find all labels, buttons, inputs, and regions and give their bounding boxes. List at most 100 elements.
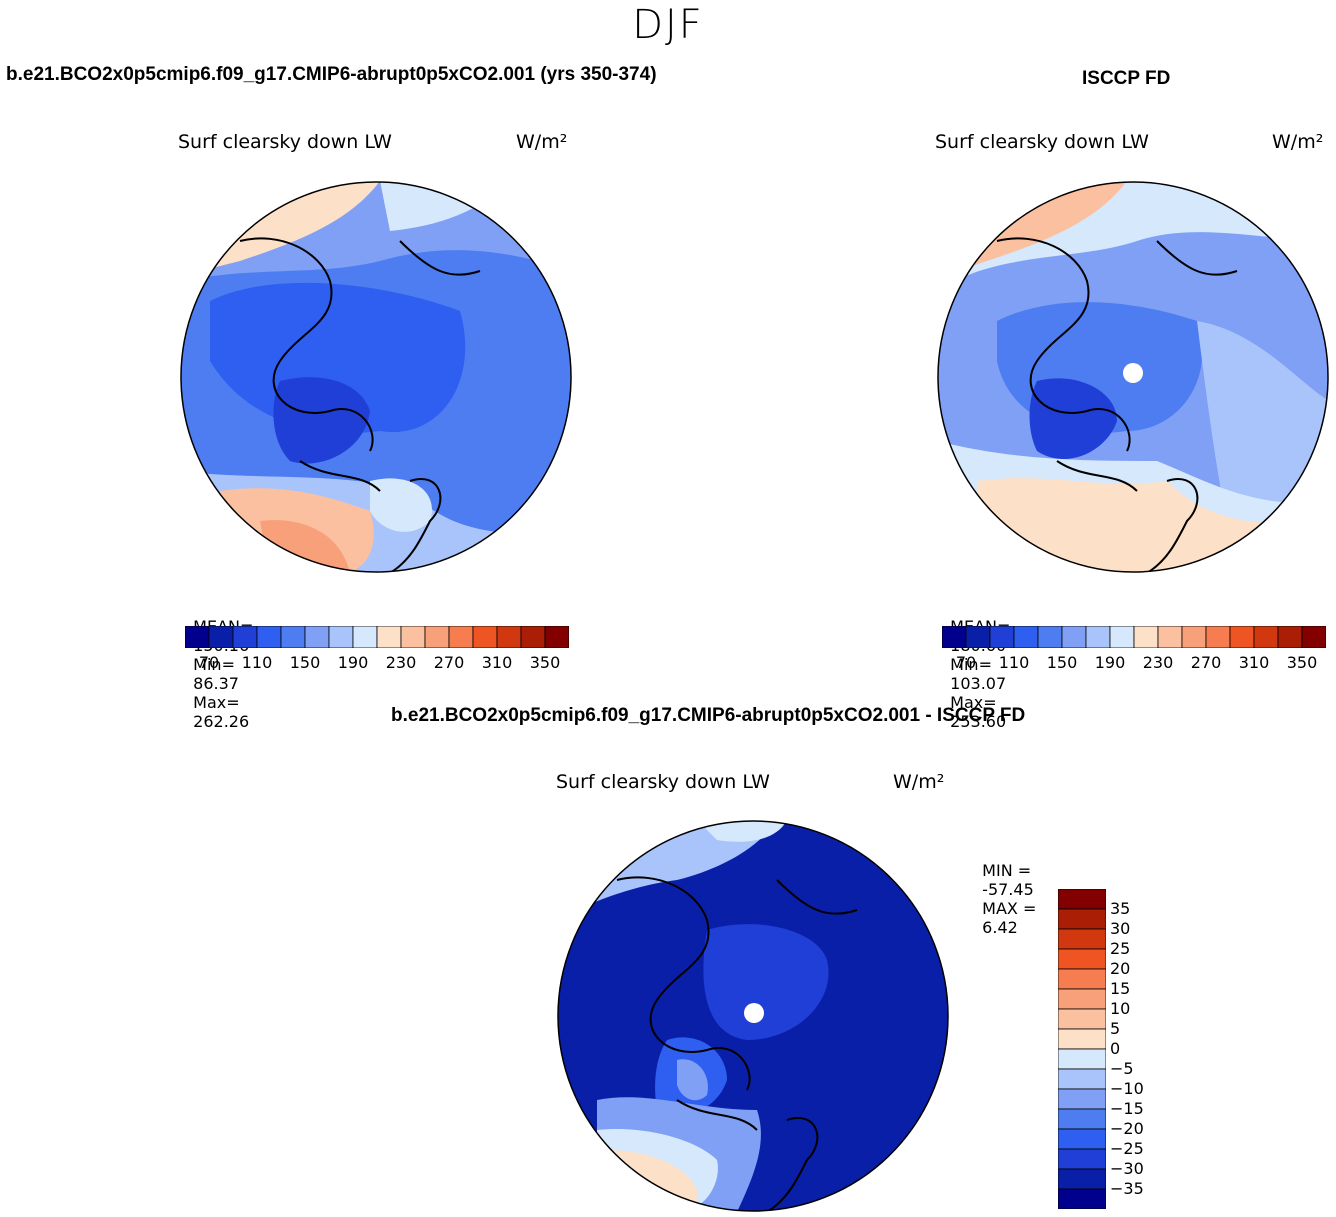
colorbar-swatch [1253, 626, 1279, 648]
panel-1-colorbar-ticks: 70 110 150 190 230 270 310 350 [185, 653, 569, 673]
panel-2-colorbar [942, 626, 1326, 648]
colorbar-swatch [520, 626, 546, 648]
colorbar-swatch [1058, 968, 1106, 990]
panel-3-coastlines [616, 876, 858, 1211]
colorbar-tick: 270 [1190, 653, 1222, 672]
colorbar-swatch [1133, 626, 1159, 648]
colorbar-swatch [208, 626, 234, 648]
panel-1-greenland [273, 377, 370, 464]
colorbar-tick: 10 [1110, 999, 1131, 1018]
colorbar-tick: 350 [1286, 653, 1318, 672]
colorbar-tick: −25 [1110, 1139, 1144, 1158]
colorbar-swatch [942, 626, 967, 648]
panel-2-units: W/m² [1272, 131, 1324, 153]
panel-2-max-label: Max= [950, 693, 997, 712]
panel-3-min-label: MIN = [982, 861, 1032, 880]
colorbar-swatch [376, 626, 402, 648]
colorbar-tick: 20 [1110, 959, 1131, 978]
panel-3-max-label: MAX = [982, 899, 1037, 918]
panel-1-map [180, 181, 572, 573]
colorbar-tick: 310 [481, 653, 513, 672]
panel-1-max-value: 262.26 [193, 712, 250, 731]
panel-3-colorbar [1058, 889, 1106, 1209]
colorbar-swatch [1058, 1048, 1106, 1070]
colorbar-tick: 310 [1238, 653, 1270, 672]
panel-3-arctic-core [703, 924, 829, 1040]
panel-3-min-value: -57.45 [982, 880, 1034, 899]
colorbar-swatch [232, 626, 258, 648]
colorbar-swatch [1061, 626, 1087, 648]
colorbar-tick: −15 [1110, 1099, 1144, 1118]
colorbar-swatch [1181, 626, 1207, 648]
colorbar-swatch [400, 626, 426, 648]
colorbar-tick: 110 [998, 653, 1030, 672]
panel-3-greenland-light [677, 1059, 708, 1101]
colorbar-swatch [424, 626, 450, 648]
colorbar-tick: 30 [1110, 919, 1131, 938]
panel-3-pacific-lightest [697, 821, 787, 842]
colorbar-swatch [185, 626, 210, 648]
colorbar-swatch [1058, 1128, 1106, 1150]
panel-1-units: W/m² [516, 131, 568, 153]
colorbar-tick: −5 [1110, 1059, 1134, 1078]
colorbar-tick: −10 [1110, 1079, 1144, 1098]
panel-2-greenland [1029, 378, 1117, 460]
colorbar-tick: 190 [337, 653, 369, 672]
colorbar-tick: 35 [1110, 899, 1131, 918]
colorbar-swatch [328, 626, 354, 648]
panel-1-scandinavia [370, 478, 432, 532]
colorbar-tick: −20 [1110, 1119, 1144, 1138]
colorbar-swatch [496, 626, 522, 648]
colorbar-tick: 15 [1110, 979, 1131, 998]
colorbar-swatch [1013, 626, 1039, 648]
panel-2-max-value: 253.60 [950, 712, 1007, 731]
colorbar-swatch [1205, 626, 1231, 648]
colorbar-swatch [1058, 1188, 1106, 1209]
panel-2-variable: Surf clearsky down LW [935, 131, 1149, 153]
panel-3-map [557, 820, 949, 1212]
colorbar-tick: 150 [289, 653, 321, 672]
panel-2-min-value: 103.07 [950, 674, 1007, 693]
panel-2-map-border [937, 181, 1329, 573]
colorbar-tick: 25 [1110, 939, 1131, 958]
panel-3-variable: Surf clearsky down LW [556, 771, 770, 793]
colorbar-swatch [1301, 626, 1326, 648]
panel-1-arctic-core [210, 282, 466, 433]
panel-3-stats: MIN = -57.45 MAX = 6.42 [972, 842, 1036, 937]
panel-3-map-border [557, 820, 949, 1212]
panel-2-title: ISCCP FD [1082, 68, 1171, 89]
colorbar-tick: 70 [198, 653, 220, 672]
panel-1-colorbar [185, 626, 569, 648]
colorbar-tick: 0 [1110, 1039, 1121, 1058]
colorbar-swatch [1058, 1148, 1106, 1170]
colorbar-tick: 350 [529, 653, 561, 672]
colorbar-swatch [1058, 889, 1106, 910]
panel-3-colorbar-ticks: 35 30 25 20 15 10 5 0 −5 −10 −15 −20 −25… [1110, 889, 1170, 1209]
colorbar-swatch [448, 626, 474, 648]
panel-3-max-value: 6.42 [982, 918, 1018, 937]
panel-2-min-label: Min= [950, 655, 992, 674]
panel-1-min-value: 86.37 [193, 674, 239, 693]
colorbar-swatch [1058, 1088, 1106, 1110]
colorbar-tick: 5 [1110, 1019, 1121, 1038]
colorbar-swatch [1058, 1108, 1106, 1130]
colorbar-swatch [256, 626, 282, 648]
colorbar-swatch [1229, 626, 1255, 648]
colorbar-tick: 150 [1046, 653, 1078, 672]
colorbar-tick: 230 [1142, 653, 1174, 672]
colorbar-swatch [1085, 626, 1111, 648]
panel-1-coastlines [239, 237, 481, 572]
colorbar-swatch [1058, 928, 1106, 950]
colorbar-tick: −30 [1110, 1159, 1144, 1178]
colorbar-tick: 270 [433, 653, 465, 672]
colorbar-swatch [1058, 1028, 1106, 1050]
colorbar-swatch [1058, 1008, 1106, 1030]
colorbar-swatch [304, 626, 330, 648]
panel-1-max-label: Max= [193, 693, 240, 712]
colorbar-tick: −35 [1110, 1179, 1144, 1198]
panel-3-pole-hole [744, 1003, 764, 1023]
panel-3-units: W/m² [893, 771, 945, 793]
colorbar-swatch [1037, 626, 1063, 648]
colorbar-swatch [1058, 908, 1106, 930]
panel-1-map-border [180, 181, 572, 573]
